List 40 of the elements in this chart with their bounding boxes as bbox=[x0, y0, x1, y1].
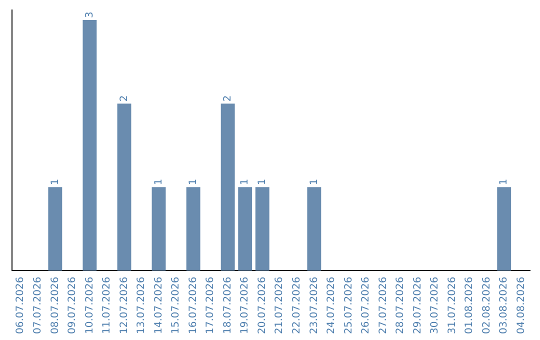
data-label: 1 bbox=[50, 178, 61, 186]
data-label: 1 bbox=[153, 178, 164, 186]
x-tick-label: 03.08.2026 bbox=[498, 276, 510, 334]
x-tick-label: 08.07.2026 bbox=[50, 276, 61, 334]
x-tick-label: 07.07.2026 bbox=[32, 276, 44, 334]
data-label: 2 bbox=[118, 95, 130, 102]
x-tick-label: 10.07.2026 bbox=[84, 276, 96, 334]
x-tick-label: 23.07.2026 bbox=[308, 276, 320, 334]
x-tick-label: 28.07.2026 bbox=[395, 276, 406, 334]
x-tick-label: 09.07.2026 bbox=[67, 276, 78, 334]
x-tick-label: 11.07.2026 bbox=[102, 276, 113, 334]
x-tick-label: 26.07.2026 bbox=[360, 276, 372, 334]
x-tick-label: 29.07.2026 bbox=[412, 276, 424, 334]
data-label: 2 bbox=[222, 95, 234, 102]
x-tick-label: 22.07.2026 bbox=[291, 276, 302, 334]
x-tick-label: 15.07.2026 bbox=[170, 276, 182, 334]
x-tick-label: 19.07.2026 bbox=[240, 276, 251, 334]
x-tick-label: 20.07.2026 bbox=[256, 276, 268, 334]
x-tick-label: 13.07.2026 bbox=[136, 276, 148, 334]
x-tick-label: 25.07.2026 bbox=[343, 276, 354, 334]
x-tick-label: 06.07.2026 bbox=[15, 276, 26, 334]
x-tick-label: 12.07.2026 bbox=[118, 276, 130, 334]
x-tick-label: 04.08.2026 bbox=[516, 276, 527, 334]
x-tick-label: 30.07.2026 bbox=[430, 276, 441, 334]
x-tick-label: 01.08.2026 bbox=[464, 276, 476, 334]
data-label: 1 bbox=[498, 178, 510, 186]
data-label: 1 bbox=[308, 178, 320, 186]
data-label: 1 bbox=[240, 178, 251, 186]
x-tick-label: 21.07.2026 bbox=[274, 276, 286, 334]
x-tick-label: 16.07.2026 bbox=[188, 276, 199, 334]
x-tick-label: 24.07.2026 bbox=[326, 276, 338, 334]
x-tick-label: 18.07.2026 bbox=[222, 276, 234, 334]
data-label: 1 bbox=[188, 178, 199, 186]
x-tick-label: 14.07.2026 bbox=[153, 276, 164, 334]
x-tick-label: 02.08.2026 bbox=[481, 276, 492, 334]
x-tick-label: 27.07.2026 bbox=[378, 276, 389, 334]
x-tick-label: 17.07.2026 bbox=[205, 276, 216, 334]
x-tick-label: 31.07.2026 bbox=[446, 276, 458, 334]
data-label: 1 bbox=[256, 178, 268, 186]
data-label: 3 bbox=[84, 12, 96, 18]
